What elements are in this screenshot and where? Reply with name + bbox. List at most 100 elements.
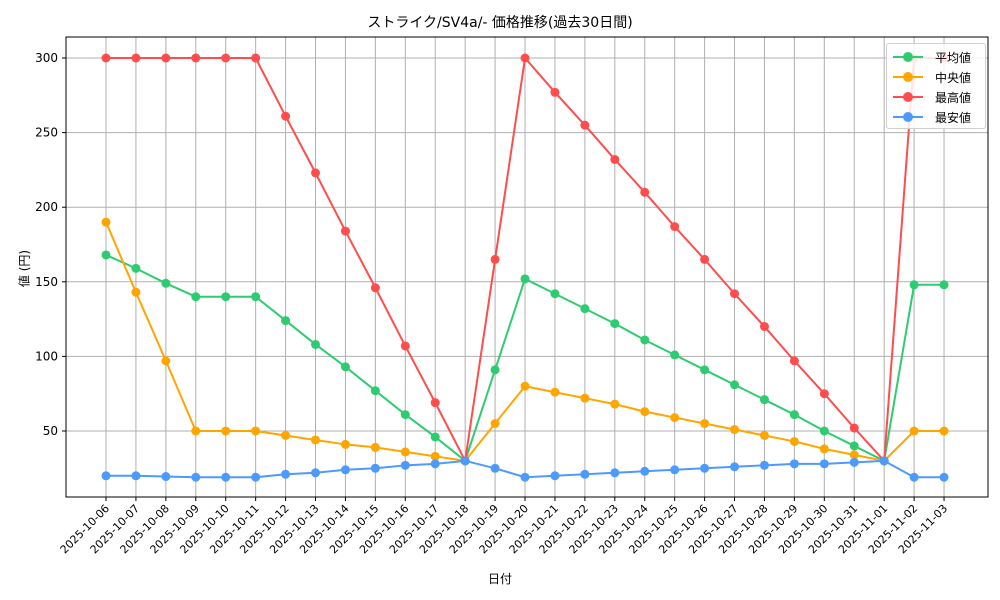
data-point-marker [879, 456, 889, 466]
axes-frame [65, 36, 989, 498]
data-point-marker [311, 168, 321, 178]
legend-item-average: 平均値 [893, 47, 985, 67]
y-axis-ticks: 50 100 150 200 250 300 [35, 51, 66, 438]
data-point-marker [550, 289, 560, 299]
data-point-marker [161, 472, 171, 482]
data-point-marker [670, 465, 680, 475]
data-point-marker [520, 472, 530, 482]
y-tick-label: 250 [35, 126, 58, 140]
data-point-marker [400, 460, 410, 470]
data-point-marker [730, 462, 740, 472]
data-point-marker [221, 472, 231, 482]
legend-marker-icon [893, 111, 923, 123]
data-point-marker [759, 395, 769, 405]
data-point-marker [400, 341, 410, 351]
data-point-marker [311, 435, 321, 445]
data-point-marker [730, 289, 740, 299]
data-point-marker [221, 426, 231, 436]
data-point-marker [340, 226, 350, 236]
data-point-marker [610, 399, 620, 409]
data-point-marker [819, 444, 829, 454]
data-point-marker [311, 339, 321, 349]
legend-label: 中央値 [935, 70, 972, 85]
data-point-marker [520, 53, 530, 63]
data-point-marker [789, 459, 799, 469]
data-point-marker [819, 389, 829, 399]
data-point-marker [670, 350, 680, 360]
data-point-marker [909, 426, 919, 436]
data-point-marker [340, 362, 350, 372]
legend-label: 最安値 [935, 110, 972, 125]
data-point-marker [939, 426, 949, 436]
y-tick-label: 150 [35, 275, 58, 289]
data-point-marker [340, 465, 350, 475]
data-point-marker [221, 292, 231, 302]
data-point-marker [490, 463, 500, 473]
data-point-marker [131, 263, 141, 273]
data-point-marker [550, 387, 560, 397]
data-point-marker [759, 460, 769, 470]
legend-item-max: 最高値 [893, 87, 985, 107]
data-point-marker [849, 457, 859, 467]
legend-marker-icon [893, 51, 923, 63]
data-point-marker [819, 459, 829, 469]
data-point-marker [161, 356, 171, 366]
data-point-marker [340, 439, 350, 449]
legend-item-min: 最安値 [893, 107, 985, 127]
data-point-marker [221, 53, 231, 63]
data-point-marker [101, 471, 111, 481]
legend: 平均値 中央値 最高値 最安値 [886, 43, 986, 129]
data-point-marker [819, 426, 829, 436]
data-point-marker [909, 280, 919, 290]
data-point-marker [311, 468, 321, 478]
data-point-marker [610, 319, 620, 329]
data-point-marker [849, 441, 859, 451]
data-point-marker [550, 471, 560, 481]
data-point-marker [161, 278, 171, 288]
data-point-marker [700, 365, 710, 375]
data-point-marker [939, 280, 949, 290]
y-tick-label: 50 [43, 424, 58, 438]
data-point-marker [490, 365, 500, 375]
data-point-marker [520, 381, 530, 391]
data-point-marker [101, 53, 111, 63]
data-point-marker [281, 111, 291, 121]
data-point-marker [610, 468, 620, 478]
data-point-marker [849, 423, 859, 433]
data-point-marker [191, 472, 201, 482]
legend-marker-icon [893, 71, 923, 83]
data-point-marker [700, 463, 710, 473]
y-tick-label: 100 [35, 349, 58, 363]
data-point-marker [490, 419, 500, 429]
data-point-marker [730, 425, 740, 435]
data-point-marker [700, 419, 710, 429]
series-line [101, 53, 949, 466]
data-point-marker [400, 410, 410, 420]
y-tick-label: 300 [35, 51, 58, 65]
data-point-marker [430, 398, 440, 408]
legend-label: 最高値 [935, 90, 972, 105]
data-point-marker [939, 472, 949, 482]
data-point-marker [460, 456, 470, 466]
series-line [101, 250, 949, 466]
data-point-marker [700, 254, 710, 264]
data-point-marker [370, 463, 380, 473]
legend-marker-icon [893, 91, 923, 103]
data-point-marker [640, 335, 650, 345]
x-axis-label: 日付 [487, 572, 512, 586]
data-point-marker [191, 53, 201, 63]
data-point-marker [580, 393, 590, 403]
data-point-marker [370, 386, 380, 396]
data-point-marker [430, 451, 440, 461]
x-axis-ticks: 2025-10-062025-10-072025-10-082025-10-09… [58, 497, 950, 556]
data-point-marker [370, 283, 380, 293]
series-line [101, 456, 949, 482]
data-point-marker [430, 459, 440, 469]
data-point-marker [550, 87, 560, 97]
data-point-marker [131, 287, 141, 297]
y-axis-label: 値 (円) [17, 249, 32, 288]
data-point-marker [161, 53, 171, 63]
data-point-marker [251, 472, 261, 482]
